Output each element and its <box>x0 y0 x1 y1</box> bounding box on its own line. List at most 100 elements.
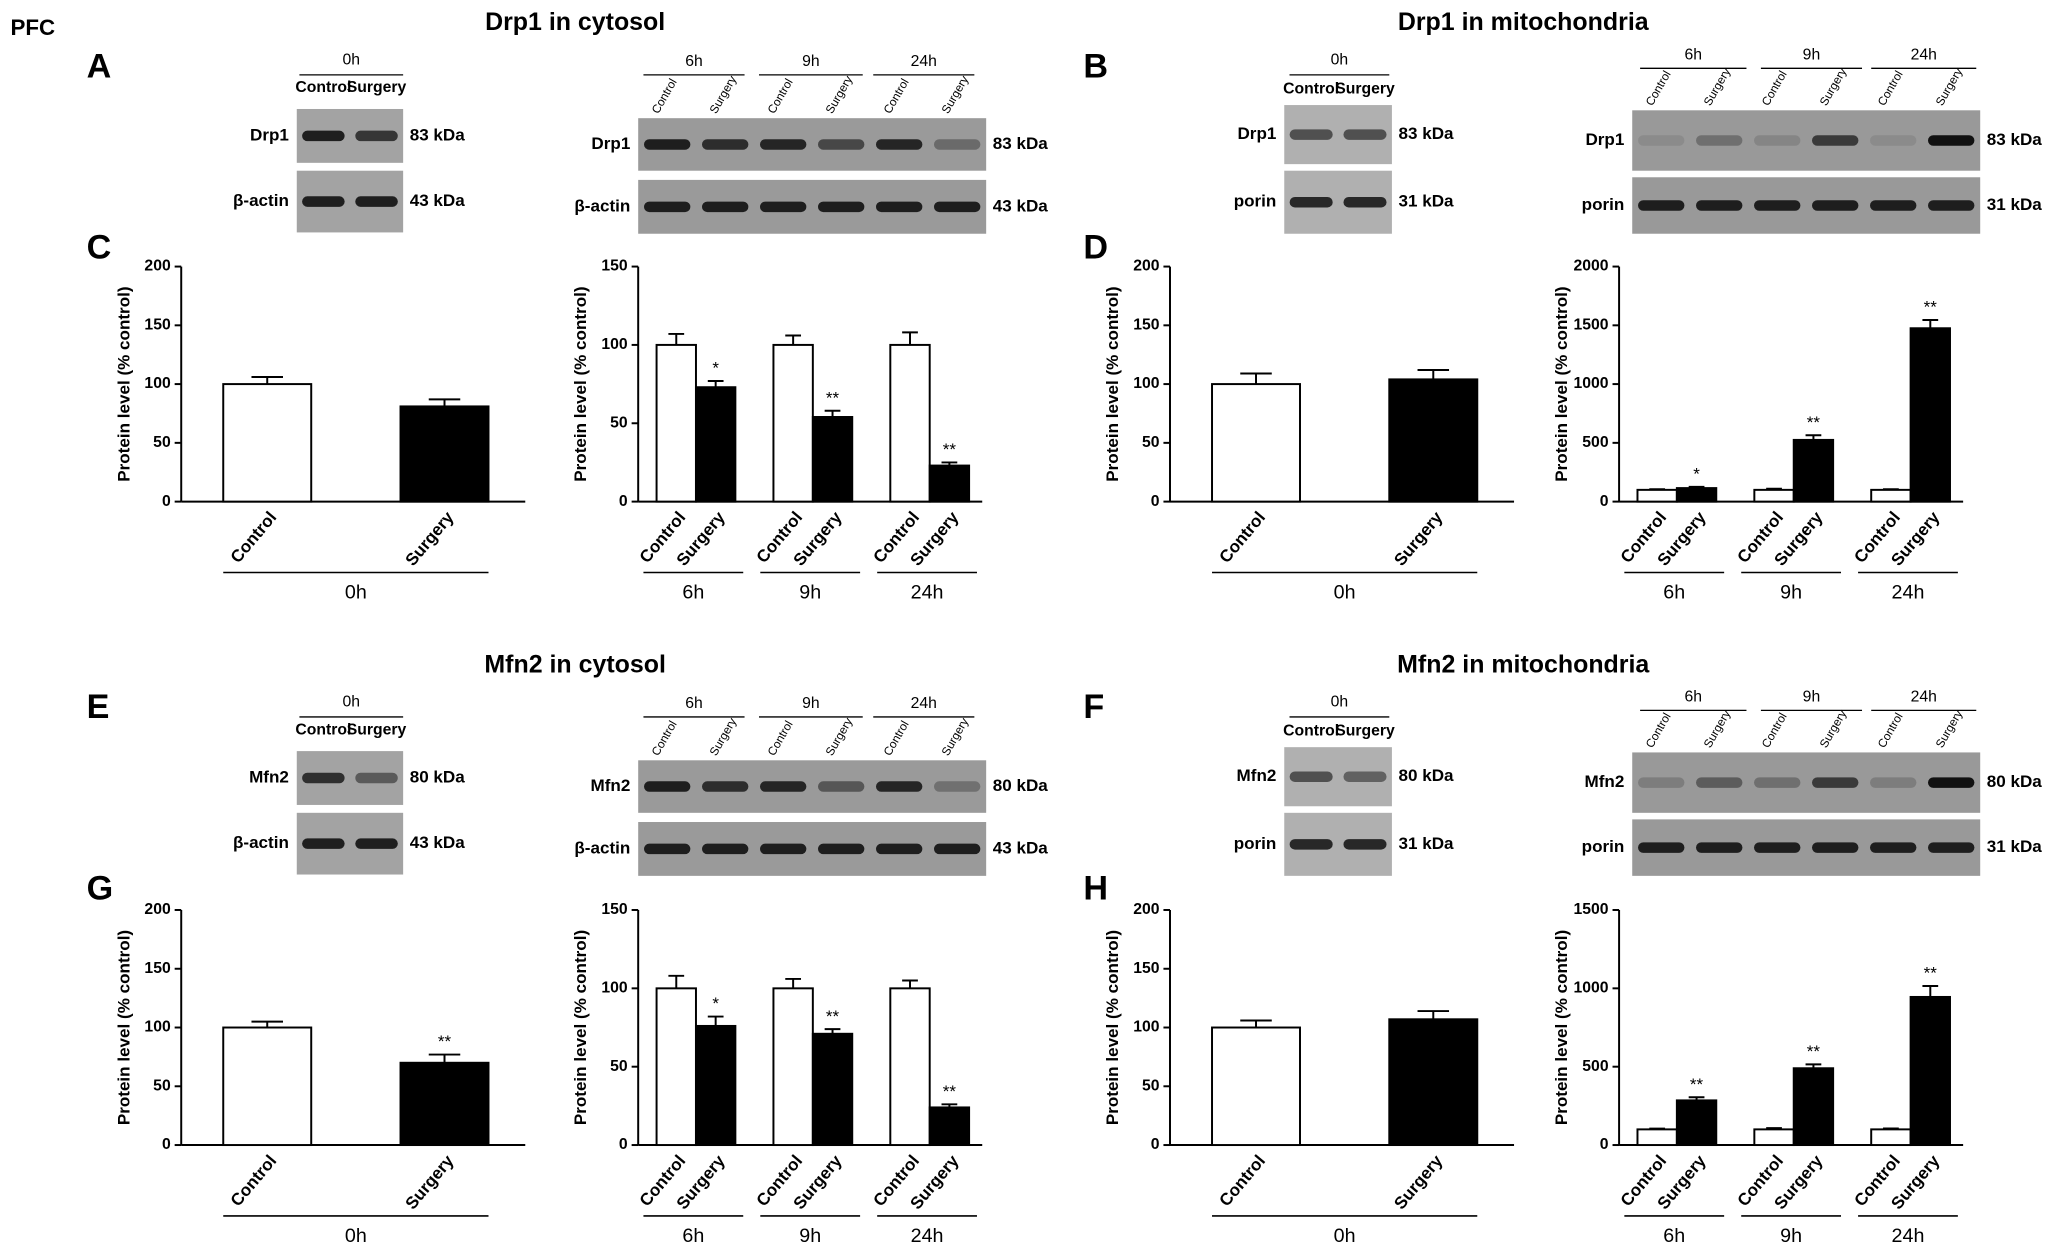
protein-label: porin <box>1582 837 1625 856</box>
group-label: 24h <box>911 1225 944 1247</box>
blot-band <box>701 139 749 150</box>
y-tick-label: 50 <box>610 1058 628 1075</box>
bar <box>1388 378 1479 503</box>
y-tick-label: 150 <box>144 960 171 977</box>
bar <box>1753 488 1795 503</box>
error-bar <box>824 409 841 417</box>
error-bar <box>785 977 802 989</box>
size-label: 83 kDa <box>993 134 1049 153</box>
blot-band <box>1870 842 1917 853</box>
blot-band <box>875 781 923 792</box>
panel-letter: A <box>87 47 112 85</box>
significance: ** <box>1807 1042 1821 1061</box>
bar <box>928 464 971 503</box>
bar <box>811 1032 854 1147</box>
panel-title: Drp1 in mitochondria <box>1398 8 1650 36</box>
bar <box>694 1024 737 1147</box>
significance: ** <box>943 440 957 459</box>
size-label: 43 kDa <box>993 196 1049 215</box>
blot-band <box>701 781 749 792</box>
lane-label: Control <box>881 76 912 116</box>
blot-band <box>1812 200 1859 211</box>
blot-band <box>1696 777 1743 788</box>
bar <box>1388 1018 1479 1147</box>
lane-label: Surgery <box>1335 80 1395 97</box>
x-tick-label: Surgery <box>1390 508 1446 570</box>
lane-label: Surgery <box>1933 65 1966 108</box>
y-axis-label: Protein level (% control) <box>571 286 590 481</box>
blot-group-label: 0h <box>1331 52 1349 69</box>
blot-band <box>355 772 398 784</box>
protein-label: β-actin <box>233 833 289 852</box>
group-label: 6h <box>1663 1225 1685 1247</box>
y-tick-label: 0 <box>162 493 171 510</box>
bar <box>1909 995 1951 1147</box>
x-tick-label: Control <box>1216 508 1270 567</box>
y-tick-label: 150 <box>601 258 628 275</box>
bar <box>655 987 697 1147</box>
bar <box>889 343 931 503</box>
blot-band <box>1343 839 1387 850</box>
error-bar <box>1688 485 1705 489</box>
blot-band <box>701 843 749 855</box>
blot-band <box>1696 135 1743 146</box>
y-axis-label: Protein level (% control) <box>114 286 133 481</box>
y-tick-label: 50 <box>1142 434 1160 451</box>
error-bar <box>1766 1127 1782 1130</box>
blot-band <box>817 201 865 213</box>
bar <box>399 1061 490 1147</box>
error-bar <box>251 376 283 385</box>
error-bar <box>428 1053 461 1063</box>
blot-band <box>643 781 691 792</box>
bar <box>1792 1067 1835 1147</box>
blot-group-label: 9h <box>1803 46 1821 63</box>
blot-band <box>1870 777 1917 788</box>
y-tick-label: 2000 <box>1574 258 1609 275</box>
blot-band <box>817 781 865 792</box>
lane-label: Control <box>1643 68 1674 108</box>
x-tick-label: Control <box>227 1151 281 1210</box>
y-tick-label: 100 <box>144 375 171 392</box>
significance: * <box>1693 465 1700 484</box>
lane-label: Control <box>295 721 351 738</box>
size-label: 80 kDa <box>410 768 466 787</box>
error-bar <box>902 331 918 345</box>
protein-label: Drp1 <box>591 134 630 153</box>
bar <box>1870 1128 1912 1147</box>
blot-band <box>302 838 345 849</box>
y-tick-label: 50 <box>153 434 171 451</box>
blot-band <box>759 781 807 792</box>
lane-label: Surgery <box>347 79 407 96</box>
significance: ** <box>438 1032 452 1051</box>
bar <box>1675 1099 1718 1147</box>
significance: ** <box>1924 964 1938 983</box>
panel-title: Mfn2 in cytosol <box>484 650 666 678</box>
blot-group-label: 0h <box>343 694 361 711</box>
error-bar <box>1240 1019 1272 1028</box>
bar <box>1636 1128 1678 1147</box>
protein-label: porin <box>1234 834 1277 853</box>
blot-band <box>1638 842 1685 853</box>
blot-band <box>1870 200 1917 211</box>
y-tick-label: 100 <box>601 336 628 353</box>
size-label: 31 kDa <box>1987 195 2043 214</box>
y-axis-label: Protein level (% control) <box>1103 286 1122 481</box>
blot-group-label: 24h <box>911 53 937 70</box>
protein-label: Mfn2 <box>590 776 630 795</box>
protein-label: Drp1 <box>1237 124 1276 143</box>
group-label: 0h <box>345 1225 367 1247</box>
lane-label: Control <box>1643 710 1674 750</box>
blot-band <box>817 139 865 150</box>
blot-band <box>1754 842 1801 853</box>
y-tick-label: 0 <box>162 1136 171 1153</box>
size-label: 80 kDa <box>1987 772 2043 791</box>
group-label: 6h <box>1663 582 1685 604</box>
x-tick-label: Surgery <box>1390 1151 1446 1213</box>
lane-label: Control <box>1875 710 1906 750</box>
y-tick-label: 50 <box>153 1077 171 1094</box>
lane-label: Surgery <box>823 73 856 116</box>
y-tick-label: 100 <box>1133 1019 1160 1036</box>
error-bar <box>1922 985 1939 997</box>
lane-label: Surgery <box>1335 723 1395 740</box>
